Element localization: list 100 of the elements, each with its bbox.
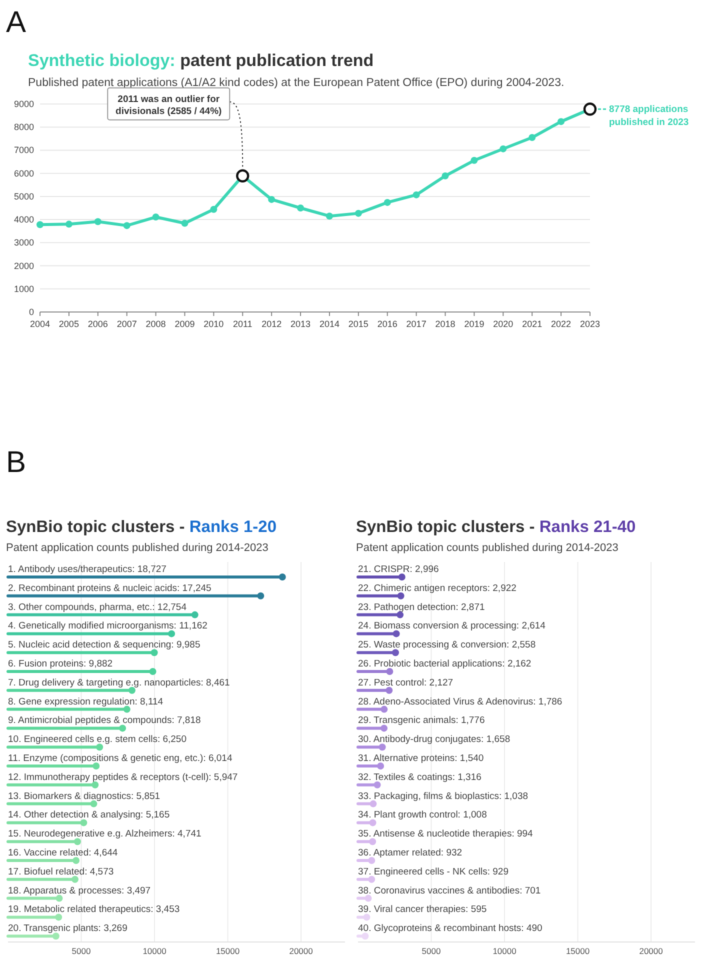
y-tick-label: 21. CRISPR: 2,996 [358,564,439,575]
y-tick-label: 5. Nucleic acid detection & sequencing: 9,985 [8,640,200,651]
x-tick-label: 20000 [289,946,314,956]
x-tick-label: 2008 [146,319,166,329]
chart-title: SynBio topic clusters - Ranks 21-40 [356,518,636,536]
y-tick-label: 4. Genetically modified microorganisms: 11,162 [8,620,208,632]
text: B [6,446,26,479]
y-tick-label: 22. Chimeric antigen receptors: 2,922 [358,582,516,594]
point [119,724,126,732]
y-tick-label: 3000 [14,238,34,248]
y-tick-label: 17. Biofuel related: 4,573 [8,866,114,878]
point [386,686,393,694]
y-tick-label: 26. Probiotic bacterial applications: 2,162 [358,658,532,670]
point [362,932,369,940]
x-tick-label: 2018 [435,319,456,329]
chart-title: SynBio topic clusters - Ranks 1-20 [6,518,277,536]
y-tick-label: 34. Plant growth control: 1,008 [358,810,487,821]
y-tick-label: 36. Aptamer related: 932 [358,848,462,858]
x-tick-label: 15000 [566,946,590,956]
chart-subtitle: Patent application counts published during 2014-2023 [356,542,618,554]
x-tick-label: 2013 [290,319,311,329]
y-tick-label: 38. Coronavirus vaccines & antibodies: 701 [358,885,541,896]
annotation: 8778 applications published in 2023 [609,104,689,128]
y-tick-label: 13. Biomarkers & diagnostics: 5,851 [8,790,160,802]
y-tick-label: 9000 [14,99,34,109]
y-tick-label: 39. Viral cancer therapies: 595 [358,904,487,916]
point [528,134,536,142]
y-tick-label: 12. Immunotherapy peptides & receptors (t-cell): 5,947 [8,772,238,783]
y-tick-label: 35. Antisense & nucleotide therapies: 994 [358,828,533,840]
point [80,819,88,826]
point [363,914,370,921]
point [36,221,44,228]
chart-subtitle: Patent application counts published during 2014-2023 [6,542,268,554]
x-tick-label: 2004 [30,319,50,329]
point [392,630,400,638]
y-tick-label: 24. Biomass conversion & processing: 2,614 [358,620,546,632]
y-tick-label: 9. Antimicrobial peptides & compounds: 7,818 [8,715,201,726]
point [369,819,376,826]
y-tick-label: 2000 [14,260,34,271]
point [368,857,376,864]
y-tick-label: 20. Transgenic plants: 3,269 [8,923,128,934]
y-tick-label: 5000 [14,191,34,202]
point [55,914,62,921]
y-tick-label: 27. Pest control: 2,127 [358,677,454,688]
y-tick-label: 33. Packaging, films & bioplastics: 1,038 [358,790,528,802]
point [378,744,386,751]
point [380,706,388,713]
point [149,668,156,675]
point [377,762,384,770]
y-tick-label: 6. Fusion proteins: 9,882 [8,658,113,670]
x-tick-label: 2022 [551,319,572,329]
y-tick-label: 29. Transgenic animals: 1,776 [358,715,485,726]
point [364,894,372,902]
y-tick-label: 6000 [14,168,34,178]
y-tick-label: 14. Other detection & analysing: 5,165 [8,810,170,821]
point [380,724,388,732]
x-tick-label: 2005 [58,319,79,329]
point [354,210,362,217]
point [74,838,81,846]
point [442,172,449,180]
point [257,592,264,600]
point [94,218,102,226]
y-tick-label: 23. Pathogen detection: 2,871 [358,602,485,613]
x-tick-label: 2016 [377,319,398,329]
y-tick-label: 3. Other compounds, pharma, etc.: 12,754 [8,602,186,613]
y-tick-label: 0 [28,307,34,317]
y-tick-label: 7. Drug delivery & targeting e.g. nanoparticles: 8,461 [8,677,230,688]
y-tick-label: 31. Alternative proteins: 1,540 [358,753,484,764]
y-tick-label: 15. Neurodegenerative e.g. Alzheimers: 4,741 [8,828,202,840]
point [150,649,158,656]
point [412,191,420,198]
x-tick-label: 2012 [262,319,282,329]
y-tick-label: 19. Metabolic related therapeutics: 3,453 [8,904,180,916]
point [369,838,376,846]
point [210,206,218,213]
y-tick-label: 4000 [14,214,34,225]
x-tick-label: 2007 [116,319,137,329]
point [374,781,381,788]
x-tick-label: 2009 [174,319,195,329]
point [297,204,304,212]
point [558,118,565,126]
point [326,212,333,220]
point [392,649,399,656]
x-tick-label: 2021 [522,319,542,329]
y-tick-label: 2. Recombinant proteins & nucleic acids: 17,245 [8,582,212,594]
x-tick-label: 15000 [216,946,240,956]
x-tick-label: 2019 [464,319,484,329]
point [386,668,394,675]
y-tick-label: 30. Antibody-drug conjugates: 1,658 [358,734,510,746]
point [72,857,80,864]
y-tick-label: 25. Waste processing & conversion: 2,558 [358,640,536,651]
point [65,220,72,228]
x-tick-label: 2011 [232,319,252,329]
point [370,800,377,808]
x-tick-label: 10000 [492,946,517,956]
x-tick-label: 2015 [348,319,368,329]
x-tick-label: 2017 [406,319,426,329]
annotation: 2011 was an outlier for divisionals (2585 / 44%) [116,94,222,117]
y-tick-label: 8. Gene expression regulation: 8,114 [8,696,164,708]
y-tick-label: 11. Enzyme (compositions & genetic eng, etc.): 6,014 [8,753,232,764]
